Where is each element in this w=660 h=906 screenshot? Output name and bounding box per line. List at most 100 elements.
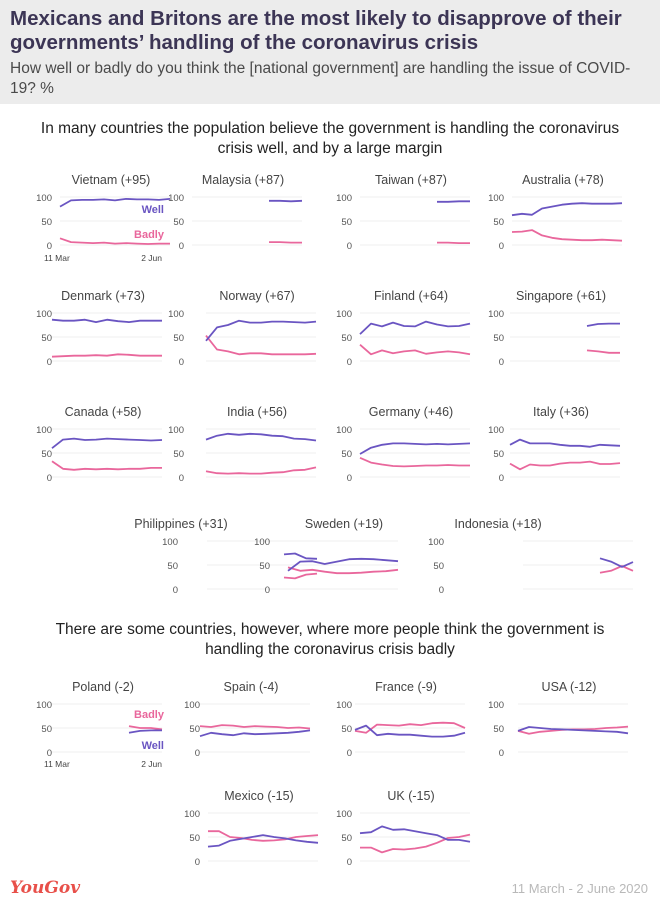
panel-title: Malaysia (+87) bbox=[202, 173, 284, 187]
badly-line bbox=[51, 353, 162, 358]
y-tick-label: 50 bbox=[167, 561, 178, 572]
y-tick-label: 50 bbox=[173, 333, 184, 344]
y-tick-label: 50 bbox=[493, 217, 504, 228]
badly-line bbox=[59, 237, 170, 245]
panel-title: Norway (+67) bbox=[219, 289, 294, 303]
well-line bbox=[283, 552, 318, 560]
y-tick-label: 0 bbox=[347, 748, 352, 759]
y-tick-label: 100 bbox=[36, 425, 52, 436]
panel-title: Italy (+36) bbox=[533, 405, 589, 419]
y-tick-label: 0 bbox=[347, 241, 352, 252]
badly-line bbox=[437, 241, 470, 244]
y-tick-label: 0 bbox=[265, 585, 270, 596]
panel-australia: 0 50 100 Australia (+78) bbox=[488, 173, 623, 252]
date-range: 11 March - 2 June 2020 bbox=[511, 881, 648, 896]
badly-line bbox=[599, 565, 634, 574]
y-tick-label: 100 bbox=[336, 809, 352, 820]
y-tick-label: 50 bbox=[433, 561, 444, 572]
panel-singapore: 0 50 100 Singapore (+61) bbox=[488, 289, 620, 368]
panel-canada: 0 50 100 Canada (+58) bbox=[36, 405, 163, 484]
panel-title: Germany (+46) bbox=[369, 405, 453, 419]
y-tick-label: 50 bbox=[189, 833, 200, 844]
y-tick-label: 50 bbox=[493, 724, 504, 735]
y-tick-label: 100 bbox=[36, 309, 52, 320]
badly-line bbox=[283, 572, 318, 580]
well-line bbox=[269, 199, 303, 203]
well-line bbox=[599, 557, 634, 568]
well-line bbox=[205, 319, 317, 342]
y-tick-label: 0 bbox=[499, 241, 504, 252]
panel-title: Australia (+78) bbox=[522, 173, 604, 187]
y-tick-label: 100 bbox=[168, 193, 184, 204]
well-line bbox=[199, 729, 311, 738]
y-tick-label: 100 bbox=[36, 193, 52, 204]
y-tick-label: 0 bbox=[347, 857, 352, 868]
y-tick-label: 50 bbox=[189, 724, 200, 735]
panel-title: Spain (-4) bbox=[224, 680, 279, 694]
panel-title: UK (-15) bbox=[387, 789, 434, 803]
y-tick-label: 100 bbox=[336, 425, 352, 436]
panel-title: Vietnam (+95) bbox=[72, 173, 151, 187]
panel-usa: 0 50 100 USA (-12) bbox=[488, 680, 629, 759]
y-tick-label: 100 bbox=[488, 425, 504, 436]
series-label-well: Well bbox=[142, 204, 164, 216]
panel-taiwan: 0 50 100 Taiwan (+87) bbox=[336, 173, 470, 252]
y-tick-label: 100 bbox=[162, 537, 178, 548]
panel-title: Denmark (+73) bbox=[61, 289, 145, 303]
well-line bbox=[511, 202, 623, 217]
well-line bbox=[359, 320, 471, 335]
y-tick-label: 0 bbox=[499, 473, 504, 484]
panel-indonesia: 0 50 100 Indonesia (+18) bbox=[428, 517, 634, 596]
panel-denmark: 0 50 100 Denmark (+73) bbox=[36, 289, 162, 368]
badly-line bbox=[51, 460, 162, 471]
well-line bbox=[437, 200, 470, 203]
panel-mexico: 0 50 100 Mexico (-15) bbox=[184, 789, 319, 868]
y-tick-label: 0 bbox=[347, 357, 352, 368]
panel-title: Taiwan (+87) bbox=[375, 173, 447, 187]
well-line bbox=[517, 726, 629, 735]
chart-subtitle: How well or badly do you think the [nati… bbox=[10, 60, 631, 97]
y-tick-label: 0 bbox=[47, 241, 52, 252]
y-tick-label: 0 bbox=[179, 241, 184, 252]
yougov-logo: YouGov bbox=[10, 878, 81, 898]
y-tick-label: 50 bbox=[493, 333, 504, 344]
panel-sweden: 0 50 100 Sweden (+19) bbox=[254, 517, 399, 596]
y-tick-label: 100 bbox=[428, 537, 444, 548]
section-heading-positive: In many countries the population believe… bbox=[40, 120, 620, 157]
y-tick-label: 50 bbox=[341, 449, 352, 460]
badly-line bbox=[359, 344, 471, 356]
badly-line bbox=[359, 456, 470, 468]
section-heading-negative: There are some countries, however, where… bbox=[55, 621, 605, 658]
y-tick-label: 100 bbox=[36, 700, 52, 711]
panel-germany: 0 50 100 Germany (+46) bbox=[336, 405, 471, 484]
panel-title: Sweden (+19) bbox=[305, 517, 383, 531]
y-tick-label: 100 bbox=[254, 537, 270, 548]
y-tick-label: 50 bbox=[493, 449, 504, 460]
x-tick-label: 11 Mar bbox=[44, 759, 70, 769]
well-line bbox=[128, 729, 162, 734]
y-tick-label: 100 bbox=[184, 700, 200, 711]
well-line bbox=[59, 198, 171, 208]
y-tick-label: 50 bbox=[341, 833, 352, 844]
panel-france: 0 50 100 France (-9) bbox=[336, 680, 466, 759]
panel-malaysia: 0 50 100 Malaysia (+87) bbox=[168, 173, 303, 252]
y-tick-label: 100 bbox=[488, 193, 504, 204]
y-tick-label: 50 bbox=[173, 449, 184, 460]
y-tick-label: 0 bbox=[179, 357, 184, 368]
badly-line bbox=[287, 566, 399, 575]
y-tick-label: 50 bbox=[41, 449, 52, 460]
y-tick-label: 0 bbox=[347, 473, 352, 484]
badly-line bbox=[208, 830, 319, 842]
badly-line bbox=[586, 349, 620, 354]
panel-title: Canada (+58) bbox=[65, 405, 142, 419]
y-tick-label: 50 bbox=[41, 724, 52, 735]
well-line bbox=[207, 834, 319, 848]
y-tick-label: 100 bbox=[168, 309, 184, 320]
well-line bbox=[586, 322, 620, 327]
badly-line bbox=[205, 466, 317, 475]
y-tick-label: 50 bbox=[173, 217, 184, 228]
y-tick-label: 50 bbox=[41, 333, 52, 344]
panel-title: India (+56) bbox=[227, 405, 287, 419]
y-tick-label: 50 bbox=[341, 724, 352, 735]
